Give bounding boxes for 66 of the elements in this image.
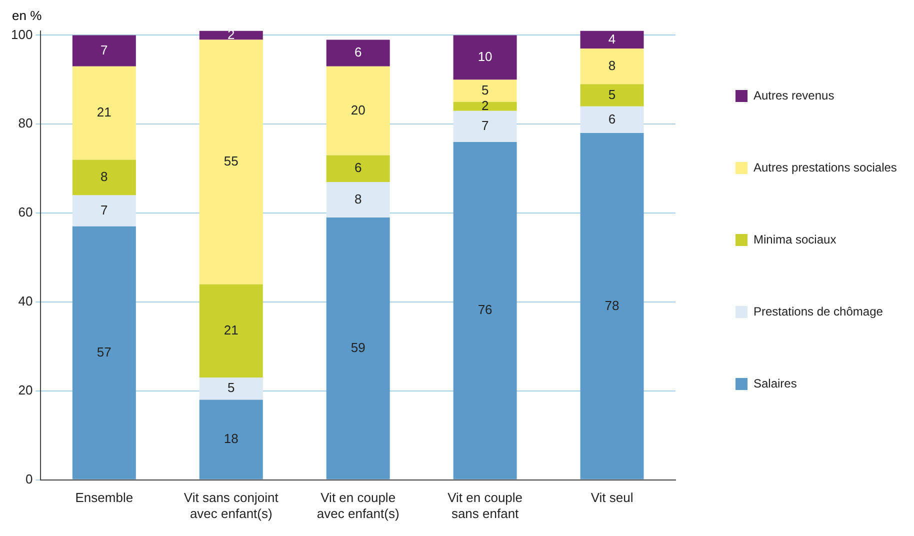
legend-label: Minima sociaux <box>754 232 836 246</box>
bar <box>72 66 136 160</box>
data-label: 5 <box>608 86 616 102</box>
y-tick-label: 80 <box>18 116 33 131</box>
data-label: 78 <box>604 298 620 313</box>
bar <box>72 226 136 480</box>
bar <box>453 142 517 480</box>
data-label: 7 <box>100 202 108 218</box>
bar <box>453 35 517 80</box>
data-label: 20 <box>350 102 366 118</box>
bar <box>199 30 263 40</box>
bar <box>72 160 136 196</box>
data-label: 8 <box>608 58 616 73</box>
data-label: 55 <box>224 154 238 169</box>
bar <box>580 84 644 106</box>
legend-label: Autres prestations sociales <box>754 160 897 174</box>
y-tick-label: 0 <box>25 471 33 486</box>
bar <box>72 35 136 66</box>
data-label: 8 <box>354 191 362 206</box>
bar <box>453 102 517 111</box>
bar <box>72 195 136 226</box>
bar <box>326 218 390 480</box>
y-tick-label: 40 <box>18 294 33 309</box>
data-label: 10 <box>478 49 492 64</box>
bar <box>326 40 390 66</box>
bar <box>199 400 263 480</box>
data-label: 5 <box>228 380 235 396</box>
legend-label: Salaires <box>754 376 797 390</box>
data-label: 7 <box>481 118 489 133</box>
data-label: 18 <box>224 431 238 446</box>
bar <box>580 30 644 49</box>
data-label: 21 <box>96 104 112 120</box>
y-tick-label: 20 <box>18 382 33 398</box>
y-axis-title: en % <box>12 8 42 23</box>
x-tick-label: Ensemble <box>75 490 134 506</box>
x-tick-label: Vit en couple avec enfant(s) <box>316 490 400 521</box>
data-label: 6 <box>354 44 362 60</box>
bar <box>199 378 263 400</box>
data-label: 7 <box>100 42 108 58</box>
x-tick-label: Vit seul <box>590 490 634 506</box>
data-label: 5 <box>481 82 489 98</box>
data-label: 59 <box>350 340 366 355</box>
y-tick-label: 60 <box>18 204 33 220</box>
bar <box>199 284 263 378</box>
bar <box>326 66 390 156</box>
bar <box>326 155 390 182</box>
data-label: 8 <box>100 169 108 184</box>
data-label: 2 <box>481 98 489 113</box>
y-tick-label: 100 <box>10 26 33 42</box>
bar <box>453 80 517 102</box>
bar <box>580 106 644 134</box>
bar <box>199 40 263 284</box>
bar <box>580 133 644 480</box>
data-label: 6 <box>608 111 616 126</box>
data-label: 76 <box>478 302 492 318</box>
legend-label: Autres revenus <box>754 88 834 102</box>
x-tick-label: Vit en couple sans enfant <box>448 490 523 521</box>
legend-label: Prestations de chômage <box>754 304 884 318</box>
x-tick-label: Vit sans conjoint avec enfant(s) <box>184 490 279 521</box>
bar <box>580 48 644 84</box>
data-label: 6 <box>354 160 362 176</box>
data-label: 57 <box>96 344 112 360</box>
data-label: 4 <box>608 31 616 46</box>
bar <box>326 182 390 218</box>
data-label: 21 <box>224 322 238 338</box>
bar <box>453 110 517 142</box>
